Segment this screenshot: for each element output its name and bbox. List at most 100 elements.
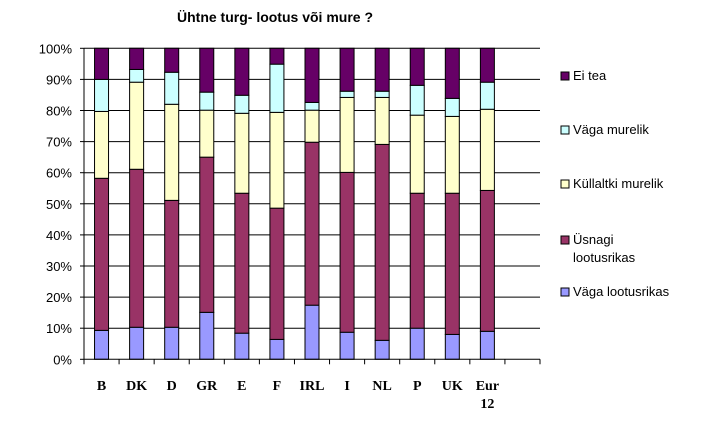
x-tick-label: E [237,379,246,394]
bar-segment [199,47,215,93]
bar-segment [269,207,285,340]
bar-segment [339,171,355,333]
bar-segment [339,47,355,92]
bar-segment [129,168,145,328]
bar-segment [164,326,180,360]
bar-segment [199,91,215,111]
bar-segment [164,47,180,73]
bar-segment [164,71,180,105]
x-axis-ticks: B DK D GR E F IRL I NL P UK Eur 12 [83,359,541,412]
x-tick-label: DK [126,379,147,394]
chart-title: Ühtne turg- lootus või mure ? [177,9,373,25]
bar-segment [199,156,215,313]
bar-segment [129,81,145,170]
bar-segment [479,47,495,83]
x-tick-label: D [167,379,177,394]
x-tick-label: B [97,379,106,394]
x-tick-label: I [344,379,349,394]
legend-label: Ei tea [573,68,607,83]
x-tick-label: F [273,379,282,394]
legend: Väga lootusrikas Üsnagi lootusrikas Küllalt… [560,68,670,299]
bar-segment [339,90,355,98]
bar-segment [234,332,250,360]
axes [83,48,540,360]
y-tick-label: 50% [46,197,72,212]
bar-segment [339,96,355,173]
y-tick-label: 0% [53,352,72,367]
bar-segment [444,47,460,99]
y-tick-label: 60% [46,166,72,181]
bars [94,47,495,360]
legend-swatch [560,71,570,81]
bar-segment [234,192,250,334]
bar-segment [94,78,110,112]
bar-segment [234,94,250,114]
legend-swatch [560,235,570,245]
y-tick-label: 90% [46,72,72,87]
y-tick-label: 30% [46,259,72,274]
x-tick-label: GR [196,379,218,394]
x-tick-label: UK [442,379,463,394]
bar-segment [94,177,110,331]
y-tick-label: 80% [46,104,72,119]
legend-swatch [560,179,570,189]
bar-segment [409,192,425,329]
bar-segment [304,109,320,143]
x-tick-label: IRL [300,379,325,394]
bar-segment [269,63,285,113]
bar-segment [269,47,285,65]
bar-segment [409,327,425,360]
bar-segment [269,338,285,360]
bar-segment [269,111,285,209]
bar-segment [94,47,110,80]
legend-label: Väga murelik [573,122,649,137]
bar-segment [444,192,460,335]
bar-segment [374,143,390,341]
legend-swatch [560,287,570,297]
bar-segment [304,47,320,103]
y-tick-label: 40% [46,228,72,243]
bar-segment [444,115,460,194]
bar-segment [164,103,180,201]
bar-segment [129,326,145,360]
bar-segment [199,311,215,360]
bar-segment [374,339,390,360]
bar-segment [409,114,425,194]
x-tick-label: Eur 12 [476,379,499,412]
legend-label: Küllaltki murelik [573,176,664,191]
bar-segment [164,199,180,328]
bar-segment [374,47,390,92]
y-tick-label: 20% [46,290,72,305]
bar-segment [479,330,495,360]
bar-segment [339,331,355,360]
bar-segment [94,329,110,360]
y-tick-label: 100% [39,41,73,56]
bar-segment [479,81,495,110]
bar-segment [479,108,495,191]
bar-segment [94,110,110,179]
y-tick-label: 70% [46,135,72,150]
bar-segment [304,141,320,306]
bar-segment [374,96,390,145]
bar-segment [479,189,495,332]
legend-swatch [560,125,570,135]
bar-segment [199,109,215,158]
x-tick-label: NL [372,379,391,394]
y-axis-ticks: 0% 10% 20% 30% 40% 50% 60% 70% 80% 90% 100% [39,41,84,367]
legend-label: Üsnagi lootusrikas [573,232,636,265]
bar-segment [444,97,460,117]
bar-segment [234,47,250,96]
y-tick-label: 10% [46,321,72,336]
bar-segment [444,333,460,360]
bar-segment [409,47,425,86]
bar-segment [304,101,320,111]
x-tick-label: P [413,379,422,394]
bar-segment [374,90,390,98]
bar-segment [129,47,145,70]
bar-segment [409,84,425,116]
bar-segment [304,304,320,360]
legend-label: Väga lootusrikas [573,284,670,299]
bar-segment [129,68,145,83]
bar-segment [234,112,250,194]
